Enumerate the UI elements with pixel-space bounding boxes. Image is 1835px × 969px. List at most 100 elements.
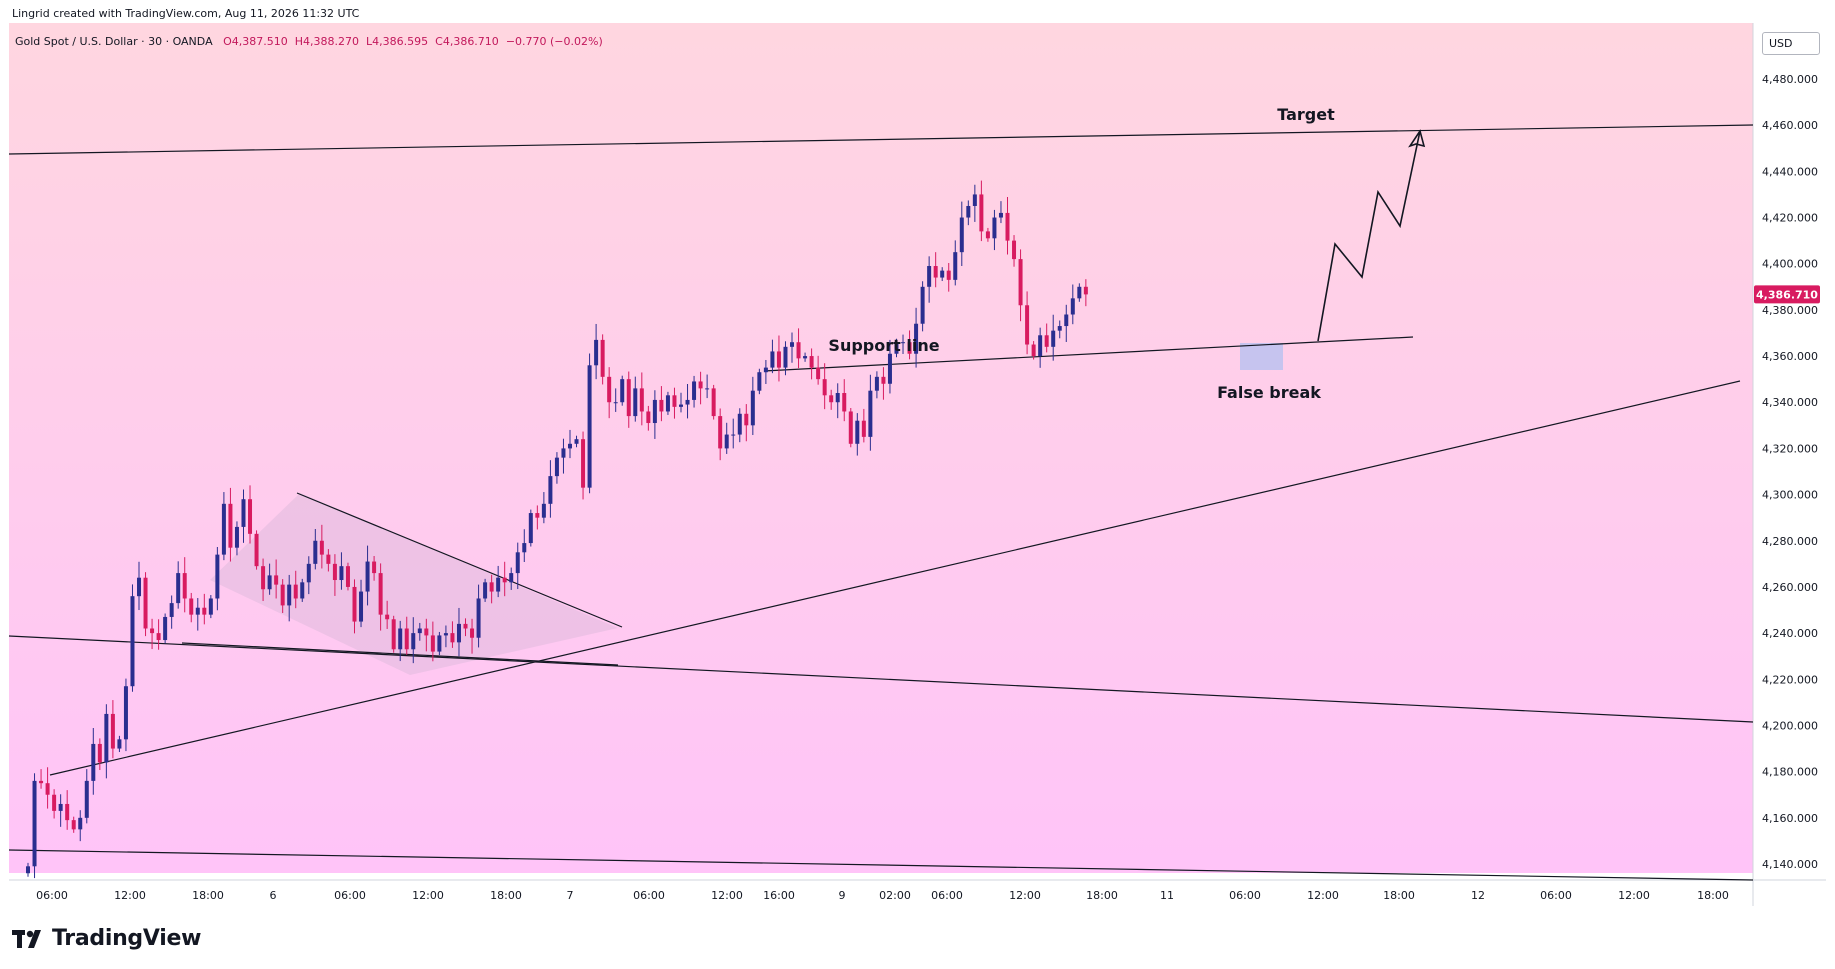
- candle-body: [946, 270, 951, 280]
- candle-body: [868, 390, 873, 437]
- candle-body: [248, 499, 253, 534]
- candle: [959, 201, 964, 267]
- candle: [672, 387, 677, 419]
- candle: [189, 592, 194, 623]
- candle-body: [887, 353, 892, 384]
- candle-body: [1064, 314, 1069, 327]
- candle: [221, 492, 226, 561]
- candle-body: [607, 376, 612, 403]
- y-tick-label: 4,460.000: [1762, 119, 1818, 132]
- candle-body: [920, 286, 925, 324]
- candle-body: [685, 399, 690, 405]
- candle-body: [763, 367, 768, 373]
- candle-body: [750, 390, 755, 426]
- candle: [248, 485, 253, 544]
- candle-body: [417, 628, 422, 634]
- time-axis[interactable]: 06:00 12:00 18:00 6 06:00 12:00 18:00 7 06:00 12:…: [36, 889, 1729, 902]
- candle: [32, 773, 37, 879]
- ohlc-close: C4,386.710: [435, 35, 499, 48]
- candle-body: [809, 356, 814, 368]
- candle: [920, 281, 925, 332]
- candle-body: [881, 376, 886, 384]
- candle: [979, 180, 984, 242]
- candle-body: [176, 573, 181, 604]
- candle: [744, 404, 749, 442]
- candle: [208, 595, 213, 619]
- candle-body: [254, 533, 259, 567]
- candle-body: [306, 563, 311, 583]
- x-tick-label: 06:00: [1540, 889, 1572, 902]
- x-tick-label: 12:00: [1618, 889, 1650, 902]
- candle-body: [998, 212, 1003, 218]
- y-tick-label: 4,240.000: [1762, 627, 1818, 640]
- candle-body: [907, 342, 912, 354]
- candle-body: [470, 628, 475, 638]
- currency-selector[interactable]: USD: [1762, 32, 1820, 55]
- candle: [829, 389, 834, 410]
- candle: [280, 579, 285, 614]
- candle: [822, 363, 827, 410]
- candle-body: [933, 266, 938, 278]
- candle: [1044, 323, 1049, 353]
- candle: [97, 738, 102, 771]
- candle: [679, 392, 683, 413]
- candle-body: [339, 566, 344, 581]
- candle-body: [587, 365, 592, 488]
- candle-body: [731, 434, 736, 436]
- candle: [940, 267, 945, 282]
- tradingview-logo[interactable]: TradingView: [12, 926, 201, 951]
- y-tick-label: 4,440.000: [1762, 165, 1818, 178]
- x-tick-label: 12:00: [114, 889, 146, 902]
- candle-body: [208, 598, 213, 615]
- candle-body: [326, 554, 331, 564]
- y-tick-label: 4,160.000: [1762, 812, 1818, 825]
- candle-body: [613, 402, 618, 404]
- y-tick-label: 4,340.000: [1762, 396, 1818, 409]
- candle: [26, 862, 30, 877]
- candle: [757, 368, 762, 395]
- candle: [137, 561, 142, 611]
- candle: [803, 352, 808, 362]
- candle: [52, 789, 57, 819]
- candle-body: [1051, 330, 1056, 347]
- lower-channel-line: [8, 635, 1754, 723]
- candle: [861, 408, 866, 443]
- ohlc-change: −0.770 (−0.02%): [505, 35, 603, 48]
- y-tick-label: 4,420.000: [1762, 212, 1818, 225]
- candle-body: [189, 598, 194, 615]
- candle: [1012, 235, 1017, 267]
- candle: [450, 621, 455, 648]
- candle: [84, 769, 89, 824]
- candle: [372, 556, 377, 581]
- candle-body: [345, 566, 350, 587]
- candle: [907, 330, 912, 360]
- projection-path: [1317, 130, 1421, 342]
- candle: [848, 408, 853, 448]
- candle-body: [163, 616, 168, 641]
- candle: [176, 561, 181, 609]
- candle: [182, 557, 187, 613]
- candle: [287, 574, 292, 622]
- last-price-tag: 4,386.710: [1754, 285, 1820, 304]
- candle: [868, 374, 873, 451]
- candle: [39, 769, 44, 789]
- x-tick-label: 9: [839, 889, 846, 902]
- candle: [398, 620, 403, 662]
- candle: [306, 556, 311, 595]
- candle: [502, 561, 507, 597]
- candle-body: [541, 503, 546, 518]
- candle: [633, 376, 638, 422]
- candle-body: [639, 388, 644, 412]
- candle-body: [652, 399, 657, 424]
- support-line: [763, 336, 1414, 372]
- false-break-label: False break: [1217, 383, 1321, 402]
- candle-body: [1044, 335, 1049, 347]
- price-axis[interactable]: 4,140.000 4,160.000 4,180.000 4,200.000 4,22…: [1762, 73, 1818, 871]
- candle-body: [528, 513, 533, 544]
- candle: [607, 367, 612, 419]
- ohlc-low: L4,386.595: [366, 35, 429, 48]
- candle-body: [78, 817, 83, 830]
- candle-body: [123, 686, 128, 740]
- candle: [143, 572, 148, 637]
